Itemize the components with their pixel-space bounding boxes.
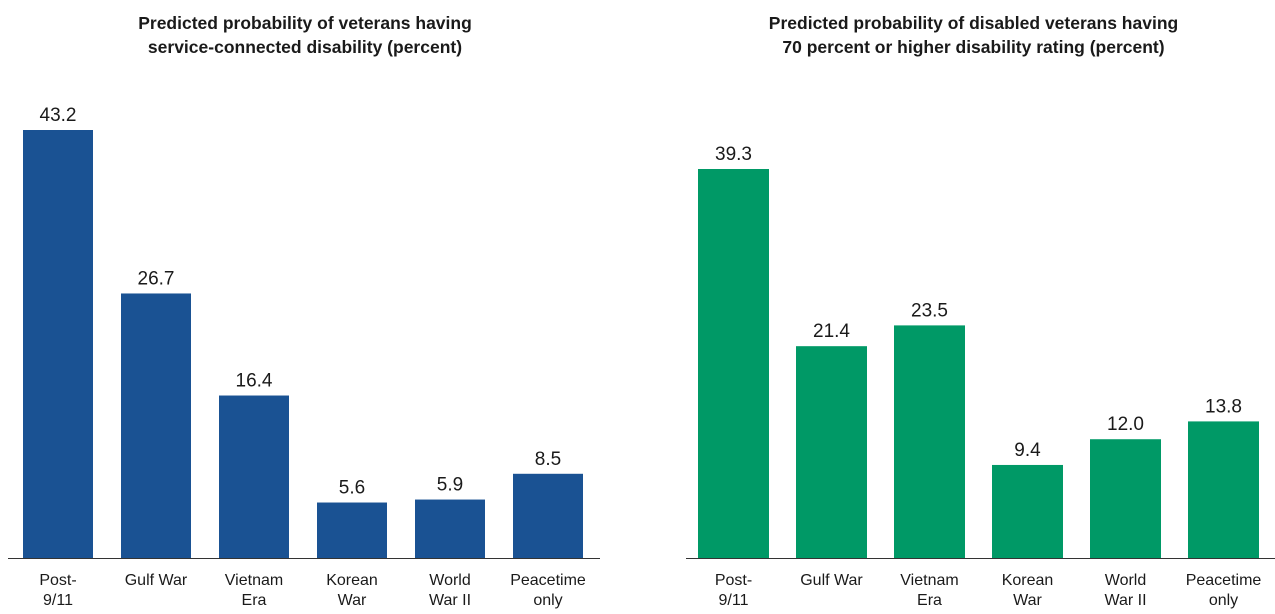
bar-chart-right: 39.3 Post- 9/11 21.4 Gulf War 23.5 Vietnam Era 9… (686, 144, 1275, 609)
value-label-right-3: 9.4 (1014, 440, 1041, 461)
value-label-right-1: 21.4 (813, 321, 850, 342)
value-label-left-2: 16.4 (236, 371, 273, 392)
value-label-right-0: 39.3 (715, 144, 752, 165)
chart-title-left-line-2: service-connected disability (percent) (147, 37, 463, 57)
bar-left-1 (121, 293, 191, 558)
category-label-right-0-line-0: Post- (715, 572, 752, 589)
bar-right-1 (796, 346, 867, 558)
category-label-left-0-line-0: Post- (39, 572, 76, 589)
bar-chart-left: 43.2 Post- 9/11 26.7 Gulf War 16.4 Vietnam Era 5… (8, 105, 600, 609)
chart-title-left: Predicted probability of veterans having… (0, 11, 610, 59)
category-label-right-4-line-1: War II (1104, 592, 1146, 609)
value-label-left-4: 5.9 (437, 475, 463, 496)
category-label-left-4-line-1: War II (429, 592, 471, 609)
value-label-left-1: 26.7 (138, 268, 175, 289)
category-label-right-3-line-0: Korean (1002, 572, 1054, 589)
category-label-left-5-line-1: only (533, 592, 562, 609)
value-label-right-2: 23.5 (911, 300, 948, 321)
value-label-left-3: 5.6 (339, 478, 365, 499)
category-label-left-4-line-0: World (429, 572, 471, 589)
category-label-right-2-line-0: Vietnam (900, 572, 958, 589)
chart-panel-left: Predicted probability of veterans having… (0, 0, 610, 614)
category-label-left-3-line-0: Korean (326, 572, 378, 589)
bar-left-3 (317, 502, 387, 558)
chart-title-right-line-1: Predicted probability of disabled vetera… (768, 13, 1179, 33)
value-label-left-5: 8.5 (535, 449, 561, 470)
category-label-right-5-line-0: Peacetime (1186, 572, 1262, 589)
value-label-left-0: 43.2 (40, 105, 77, 126)
bar-right-2 (894, 325, 965, 558)
category-label-left-2-line-0: Vietnam (225, 572, 283, 589)
chart-title-left-line-1: Predicted probability of veterans having (138, 13, 472, 33)
chart-title-right-line-2: 70 percent or higher disability rating (… (782, 37, 1165, 57)
category-label-left-3-line-1: War (338, 592, 367, 609)
bar-right-5 (1188, 421, 1259, 558)
category-label-right-5-line-1: only (1209, 592, 1238, 609)
category-label-left-2-line-1: Era (242, 592, 267, 609)
chart-title-right: Predicted probability of disabled vetera… (672, 11, 1275, 59)
bar-right-3 (992, 464, 1063, 558)
category-label-right-0-line-1: 9/11 (719, 592, 749, 609)
category-label-right-3-line-1: War (1013, 592, 1042, 609)
chart-panel-right: Predicted probability of disabled vetera… (672, 0, 1275, 614)
category-label-right-4-line-0: World (1105, 572, 1147, 589)
category-label-left-5-line-0: Peacetime (510, 572, 586, 589)
bar-right-0 (698, 169, 769, 558)
bar-left-5 (513, 473, 583, 558)
category-label-left-0-line-1: 9/11 (43, 592, 73, 609)
bar-right-4 (1090, 439, 1161, 558)
bar-left-4 (415, 499, 485, 558)
category-label-left-1-line-0: Gulf War (125, 572, 188, 589)
category-label-right-2-line-1: Era (917, 592, 942, 609)
bar-left-0 (23, 130, 93, 558)
category-label-right-1-line-0: Gulf War (800, 572, 863, 589)
value-label-right-5: 13.8 (1205, 396, 1242, 417)
value-label-right-4: 12.0 (1107, 414, 1144, 435)
bar-left-2 (219, 395, 289, 558)
